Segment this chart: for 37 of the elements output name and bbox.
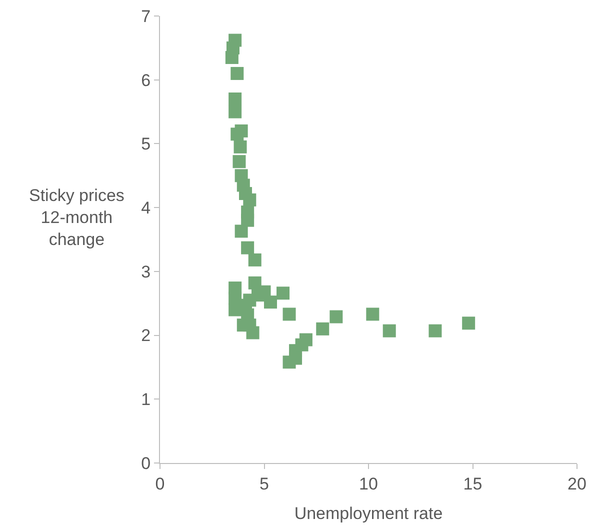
point bbox=[241, 241, 254, 254]
y-axis-title: Sticky prices 12-month change bbox=[29, 186, 124, 250]
point bbox=[230, 128, 244, 141]
y-tick-label: 6 bbox=[141, 70, 151, 90]
point bbox=[248, 253, 262, 266]
x-tick-label: 15 bbox=[463, 474, 482, 494]
point bbox=[428, 324, 442, 338]
point bbox=[234, 224, 248, 238]
point bbox=[330, 310, 343, 324]
point bbox=[234, 140, 247, 154]
point bbox=[299, 333, 312, 346]
point bbox=[225, 51, 238, 64]
y-tick-label: 5 bbox=[141, 134, 151, 154]
point bbox=[264, 296, 278, 309]
x-axis-title: Unemployment rate bbox=[294, 504, 443, 523]
point bbox=[276, 286, 290, 300]
point bbox=[462, 316, 476, 330]
y-tick-label: 0 bbox=[141, 454, 151, 473]
x-tick-label: 20 bbox=[568, 474, 586, 494]
point bbox=[243, 193, 256, 206]
x-tick-label: 10 bbox=[359, 474, 378, 494]
point bbox=[382, 324, 396, 338]
point bbox=[366, 308, 380, 321]
x-tick-label: 0 bbox=[155, 474, 165, 494]
y-tick-label: 3 bbox=[141, 262, 151, 282]
y-tick-label: 4 bbox=[141, 198, 151, 218]
point bbox=[289, 352, 302, 365]
point bbox=[232, 155, 246, 168]
point bbox=[282, 308, 296, 321]
y-tick-label: 7 bbox=[141, 6, 151, 26]
point bbox=[316, 322, 330, 336]
y-tick-label: 2 bbox=[141, 326, 151, 346]
point bbox=[228, 92, 242, 106]
x-tick-label: 5 bbox=[260, 474, 269, 494]
y-tick-label: 1 bbox=[141, 390, 151, 410]
point bbox=[230, 66, 244, 80]
point bbox=[228, 105, 242, 118]
